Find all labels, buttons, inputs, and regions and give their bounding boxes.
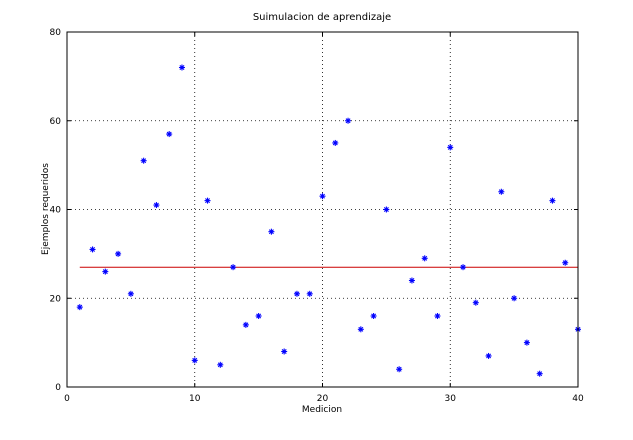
data-point [281, 348, 288, 355]
data-point-stroke [128, 291, 134, 297]
data-point [153, 202, 160, 209]
data-point-stroke [473, 300, 479, 306]
data-point-stroke [562, 260, 568, 266]
data-point-stroke [205, 198, 211, 204]
data-point-stroke [422, 255, 428, 261]
x-tick-label: 40 [572, 394, 584, 404]
data-point-stroke [256, 313, 262, 319]
data-point [511, 295, 518, 302]
data-point [89, 246, 96, 253]
data-point [230, 264, 237, 271]
data-point [549, 197, 556, 204]
y-axis-label: Ejemplos requeridos [41, 163, 51, 255]
data-point-stroke [358, 326, 364, 332]
data-point-stroke [166, 131, 172, 137]
data-point-stroke [179, 65, 185, 70]
data-point [332, 139, 339, 146]
data-point [562, 259, 569, 266]
data-point [255, 313, 262, 319]
chart-title: Suimulacion de aprendizaje [253, 12, 391, 23]
data-point [536, 370, 543, 377]
data-point [370, 313, 377, 319]
x-tick-label: 0 [64, 394, 70, 404]
y-tick-label: 20 [50, 294, 62, 304]
data-point-stroke [230, 264, 236, 270]
data-point-stroke [371, 313, 377, 319]
data-point [115, 250, 122, 257]
y-tick-label: 40 [50, 206, 62, 216]
x-tick-label: 30 [445, 394, 457, 404]
data-point-stroke [281, 349, 287, 354]
data-point [102, 268, 109, 275]
data-point [217, 361, 224, 368]
data-point-stroke [409, 278, 415, 283]
data-point [485, 352, 492, 359]
data-point [460, 264, 467, 271]
data-point-stroke [498, 189, 504, 195]
data-point [242, 321, 249, 328]
data-point-stroke [217, 362, 223, 368]
axis-ticks: 0 10 20 30 40 0 20 40 60 80 [50, 28, 584, 404]
data-point-stroke [268, 229, 274, 235]
data-point [408, 277, 415, 284]
x-tick-label: 20 [317, 394, 329, 404]
y-tick-label: 0 [55, 383, 61, 393]
data-point-stroke [396, 366, 402, 372]
data-point [268, 228, 275, 235]
y-tick-label: 80 [50, 28, 62, 38]
data-point-stroke [447, 144, 453, 150]
x-axis-label: Medicion [302, 405, 342, 415]
grid-lines [67, 32, 578, 387]
data-point [396, 366, 403, 373]
data-point-stroke [511, 295, 517, 301]
data-point-stroke [537, 371, 543, 377]
data-point-stroke [524, 340, 530, 346]
data-point-stroke [307, 291, 313, 297]
data-point-stroke [192, 357, 198, 363]
data-point-stroke [115, 251, 121, 257]
data-point-stroke [294, 291, 300, 297]
data-point [447, 144, 454, 151]
data-point [306, 290, 313, 297]
data-point [421, 255, 428, 262]
x-tick-label: 10 [189, 394, 201, 404]
data-point [178, 64, 185, 71]
data-point-stroke [320, 193, 325, 199]
data-point-stroke [141, 158, 147, 164]
data-point-stroke [434, 313, 440, 319]
data-point [204, 197, 211, 204]
data-point [472, 299, 479, 306]
data-point [140, 157, 147, 164]
data-point [434, 313, 441, 319]
data-point-stroke [332, 140, 338, 146]
data-point [498, 188, 505, 195]
data-point [523, 339, 530, 346]
data-point [357, 326, 364, 333]
data-point-stroke [345, 118, 351, 124]
data-point [293, 290, 300, 297]
data-point [383, 206, 390, 213]
data-point-stroke [102, 269, 108, 275]
data-point [191, 357, 198, 364]
data-point [166, 131, 173, 138]
y-tick-label: 60 [50, 117, 62, 127]
data-points [76, 64, 581, 377]
data-point-stroke [243, 322, 249, 328]
data-point [76, 304, 83, 311]
data-point [319, 193, 326, 200]
data-point-stroke [153, 202, 159, 208]
data-point-stroke [460, 264, 466, 270]
data-point [127, 290, 134, 297]
data-point-stroke [90, 246, 96, 252]
data-point-stroke [486, 353, 492, 359]
data-point-stroke [383, 207, 389, 212]
data-point [345, 117, 352, 124]
data-point-stroke [549, 198, 555, 204]
data-point-stroke [77, 304, 83, 310]
